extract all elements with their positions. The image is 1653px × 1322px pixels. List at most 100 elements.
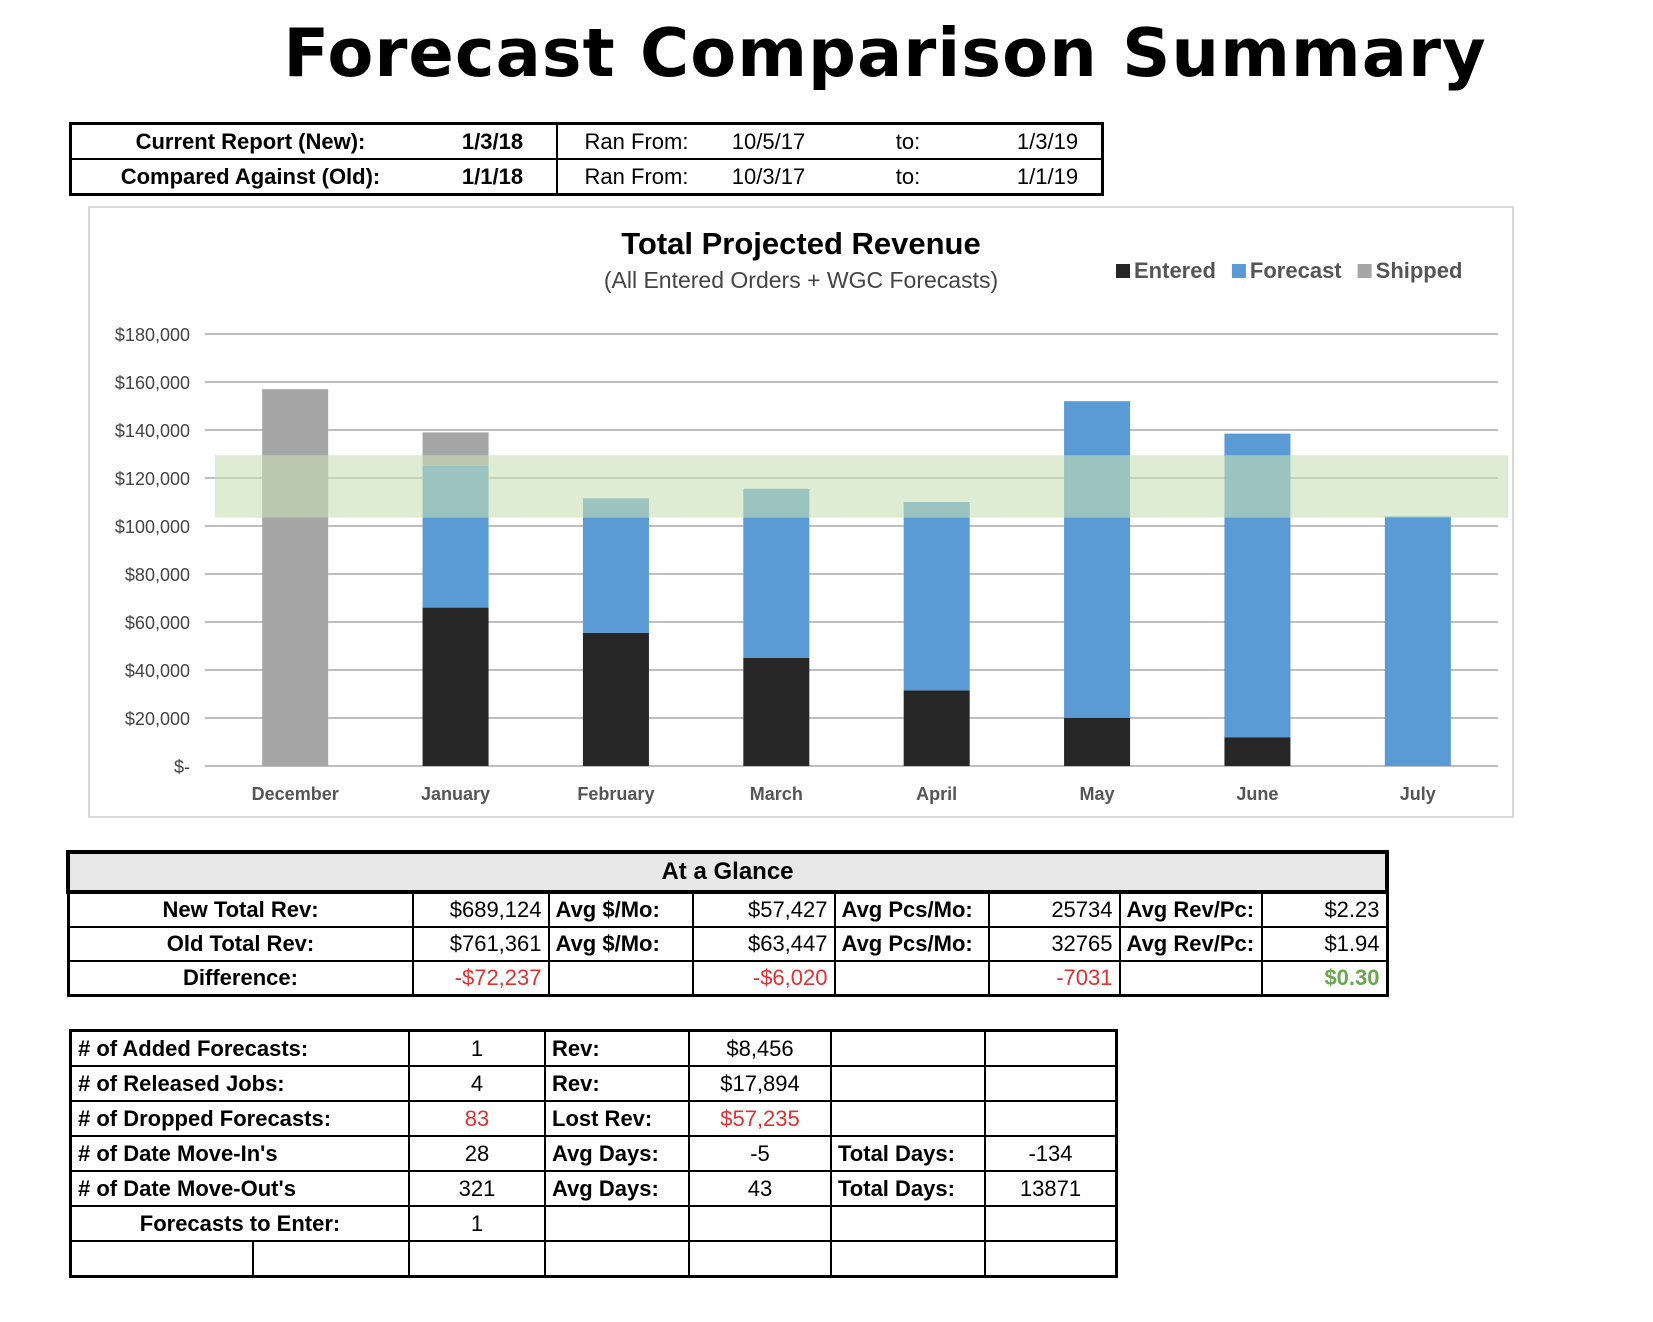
released-rev-label: Rev: [544,1065,690,1102]
stats-empty [688,1205,832,1242]
bar-entered-april [903,690,970,766]
at-a-glance-table: At a Glance New Total Rev: $689,124 Avg … [66,850,1389,997]
added-forecasts-label: # of Added Forecasts: [69,1029,410,1067]
stats-empty [984,1240,1118,1278]
glance-rpc-label: Avg Rev/Pc: [1118,926,1263,962]
stats-empty [544,1205,690,1242]
move-out-avg-value: 43 [688,1170,832,1207]
legend-swatch-forecast [1231,264,1246,278]
added-rev-label: Rev: [544,1029,690,1067]
glance-rpc: $1.94 [1260,926,1388,962]
y-tick-label: $80,000 [125,565,190,585]
released-rev-value: $17,894 [688,1065,832,1102]
y-tick-label: $20,000 [125,709,190,729]
revenue-chart: $- $20,000 $40,000 $60,000 $80,000 $100,000 $1… [115,226,1508,804]
difference-rpc: $0.30 [1260,960,1388,997]
stats-empty [69,1240,254,1278]
table-row: # of Date Move-Out's 321 Avg Days: 43 To… [69,1170,1118,1207]
move-in-avg-value: -5 [688,1135,832,1172]
table-row: # of Added Forecasts: 1 Rev: $8,456 [69,1029,1118,1067]
table-row: Forecasts to Enter: 1 [69,1205,1118,1242]
x-tick-label: July [1400,784,1436,804]
stats-empty [984,1205,1118,1242]
move-out-total-value: 13871 [984,1170,1118,1207]
x-tick-label: May [1080,784,1115,804]
move-out-total-label: Total Days: [830,1170,986,1207]
stats-empty [830,1205,986,1242]
chart-title: Total Projected Revenue [621,226,980,261]
move-out-value: 321 [408,1170,546,1207]
glance-avg-label: Avg $/Mo: [547,891,694,928]
current-ran-to: 1/3/19 [994,122,1103,160]
x-tick-label: December [252,784,339,804]
released-jobs-value: 4 [408,1065,546,1102]
y-tick-label: $100,000 [115,517,190,537]
chart-subtitle: (All Entered Orders + WGC Forecasts) [604,267,998,293]
y-tick-label: $160,000 [115,373,190,393]
dropped-forecasts-label: # of Dropped Forecasts: [69,1100,410,1137]
old-report-date: 1/1/18 [429,158,558,196]
glance-avg: $63,447 [691,926,836,962]
move-in-value: 28 [408,1135,546,1172]
glance-total: $761,361 [411,926,550,962]
stats-empty [688,1240,832,1278]
glance-label: Old Total Rev: [67,926,414,962]
difference-total: -$72,237 [411,960,550,997]
added-forecasts-value: 1 [408,1029,546,1067]
stats-empty [830,1029,986,1067]
glance-avg-label [547,960,694,997]
target-band [215,455,1508,518]
glance-pcs: 32765 [987,926,1121,962]
forecasts-to-enter-label: Forecasts to Enter: [69,1205,410,1242]
legend-swatch-shipped [1357,264,1372,278]
legend-label-shipped: Shipped [1376,258,1463,283]
chart-grid [205,333,1498,767]
old-to-label: to: [822,158,994,196]
stats-empty [830,1240,986,1278]
current-report-date: 1/3/18 [429,122,558,160]
x-tick-label: April [916,784,957,804]
dropped-forecasts-value: 83 [408,1100,546,1137]
bar-entered-january [422,607,489,766]
legend-label-forecast: Forecast [1250,258,1342,283]
y-tick-label: $- [174,757,190,777]
forecast-stats-table: # of Added Forecasts: 1 Rev: $8,456 # of… [69,1029,1118,1278]
bar-entered-february [582,632,649,766]
old-ran-to: 1/1/19 [994,158,1103,196]
y-tick-label: $40,000 [125,661,190,681]
glance-rpc-label: Avg Rev/Pc: [1118,891,1263,928]
glance-avg: $57,427 [691,891,836,928]
glance-pcs-label [833,960,990,997]
y-tick-label: $120,000 [115,469,190,489]
old-ran-from: 10/3/17 [715,158,822,196]
bar-forecast-may [1064,401,1131,718]
old-ran-label: Ran From: [557,158,715,196]
page-title: Forecast Comparison Summary [283,14,1487,92]
glance-pcs-label: Avg Pcs/Mo: [833,926,990,962]
added-rev-value: $8,456 [688,1029,832,1067]
x-tick-label: March [750,784,803,804]
y-tick-label: $60,000 [125,613,190,633]
glance-rpc-label [1118,960,1263,997]
chart-legend: Entered Forecast Shipped [1116,258,1462,283]
target-band-rect [215,455,1508,518]
difference-pcs: -7031 [987,960,1121,997]
report-dates-table: Current Report (New): 1/3/18 Ran From: 1… [69,122,1104,196]
lost-rev-value: $57,235 [688,1100,832,1137]
move-out-avg-label: Avg Days: [544,1170,690,1207]
table-row [69,1240,1118,1278]
stats-empty [984,1100,1118,1137]
forecasts-to-enter-value: 1 [408,1205,546,1242]
move-in-total-label: Total Days: [830,1135,986,1172]
move-in-avg-label: Avg Days: [544,1135,690,1172]
bar-forecast-july [1384,516,1451,766]
current-ran-from: 10/5/17 [715,122,822,160]
table-row: Difference: -$72,237 -$6,020 -7031 $0.30 [67,960,1388,997]
stats-empty [408,1240,546,1278]
stats-empty [830,1100,986,1137]
lost-rev-label: Lost Rev: [544,1100,690,1137]
difference-label: Difference: [67,960,414,997]
table-row: # of Released Jobs: 4 Rev: $17,894 [69,1065,1118,1102]
glance-total: $689,124 [411,891,550,928]
move-out-label: # of Date Move-Out's [69,1170,410,1207]
